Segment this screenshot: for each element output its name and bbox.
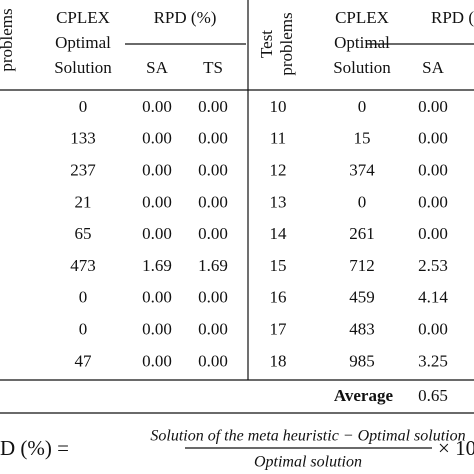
cell: 0.00 [142, 351, 172, 370]
cell: 16 [270, 288, 287, 307]
cell: 47 [75, 351, 93, 370]
cell: 0 [358, 97, 367, 116]
header: SA [146, 58, 168, 77]
cell: 15 [270, 256, 287, 275]
cell: 0.00 [142, 224, 172, 243]
cell: 1.69 [142, 256, 172, 275]
header: SA [422, 58, 444, 77]
cell: 21 [75, 192, 92, 211]
cell: 483 [349, 320, 375, 339]
cell: 261 [349, 224, 375, 243]
cell: 15 [354, 129, 371, 148]
cell: 133 [70, 129, 96, 148]
header: RPD ( [431, 8, 474, 27]
formula-numerator: Solution of the meta heuristic − Optimal… [150, 428, 465, 445]
cell: 0.00 [142, 192, 172, 211]
header: Optimal [55, 33, 111, 52]
header: TS [203, 58, 223, 77]
cell: 12 [270, 161, 287, 180]
cell: 0 [79, 320, 88, 339]
cell: 0.00 [142, 288, 172, 307]
cell: 712 [349, 256, 375, 275]
cell: 0.00 [418, 97, 448, 116]
header: problems [277, 12, 296, 75]
cell: 473 [70, 256, 96, 275]
cell: 0.00 [198, 161, 228, 180]
header: CPLEX [56, 8, 110, 27]
cell: 0.00 [142, 97, 172, 116]
cell: 1.69 [198, 256, 228, 275]
header: Optimal [334, 33, 390, 52]
cell: 0 [79, 288, 88, 307]
cell: 0.00 [198, 97, 228, 116]
cell: 0.00 [198, 129, 228, 148]
cell: 0.00 [418, 129, 448, 148]
header: Test [257, 30, 276, 58]
header: RPD (%) [154, 8, 217, 27]
formula-lhs: D (%) = [0, 436, 69, 460]
cell: 0 [79, 97, 88, 116]
cell: 0.00 [418, 161, 448, 180]
cell: 17 [270, 320, 288, 339]
header: CPLEX [335, 8, 389, 27]
cell: 0.00 [198, 192, 228, 211]
cell: 0.00 [142, 129, 172, 148]
header: Solution [54, 58, 112, 77]
cell: 0.00 [198, 224, 228, 243]
cell: 0 [358, 192, 367, 211]
cell: 13 [270, 192, 287, 211]
cell: 11 [270, 129, 286, 148]
cell: 374 [349, 161, 375, 180]
cell: 0.00 [142, 320, 172, 339]
cell: 14 [270, 224, 288, 243]
cell: 0.00 [198, 288, 228, 307]
cell: 0.00 [418, 320, 448, 339]
cell: 985 [349, 351, 375, 370]
cell: 459 [349, 288, 375, 307]
cell: 0.00 [418, 192, 448, 211]
cell: 0.00 [198, 351, 228, 370]
cell: 0.00 [142, 161, 172, 180]
cell: 0.00 [418, 224, 448, 243]
cell: 3.25 [418, 351, 448, 370]
cell: 4.14 [418, 288, 448, 307]
formula-denominator: Optimal solution [254, 454, 362, 471]
cell: 2.53 [418, 256, 448, 275]
header: Solution [333, 58, 391, 77]
formula-rhs: × 10 [438, 436, 474, 460]
cell: 10 [270, 97, 287, 116]
header: problems [0, 8, 16, 71]
cell: 0.00 [198, 320, 228, 339]
average-label: Average [334, 386, 394, 405]
cell: 65 [75, 224, 92, 243]
cell: 18 [270, 351, 287, 370]
cell: 237 [70, 161, 96, 180]
average-value: 0.65 [418, 386, 448, 405]
